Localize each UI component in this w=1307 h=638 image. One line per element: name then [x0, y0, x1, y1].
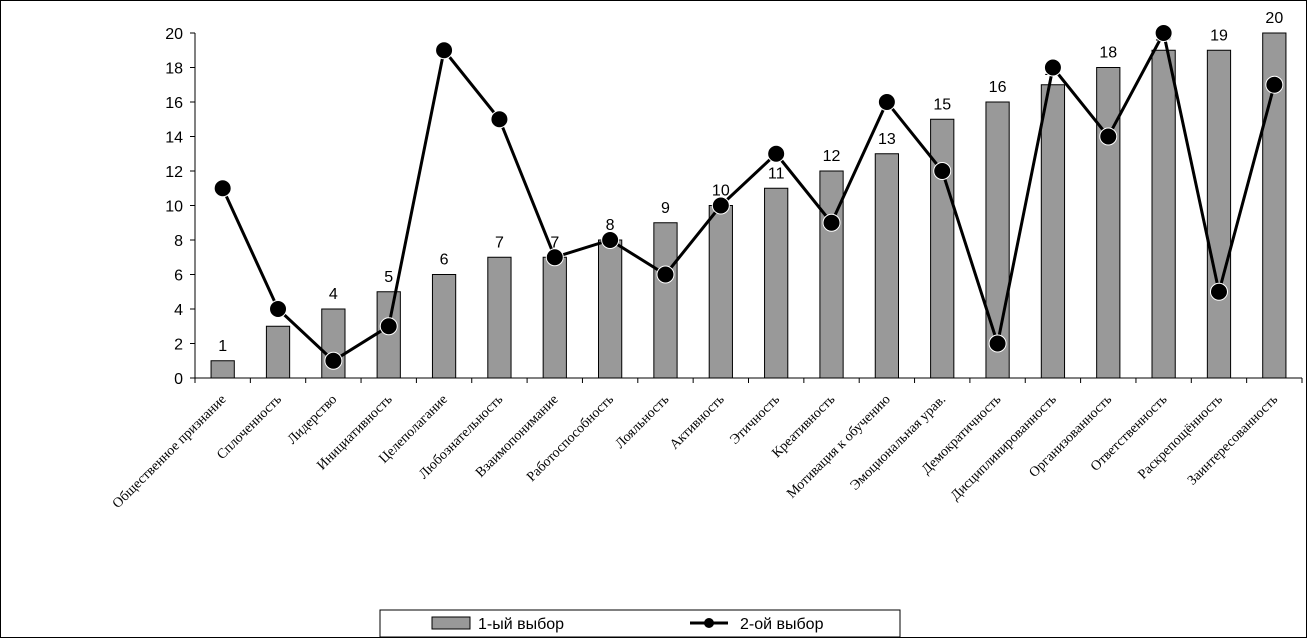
marker	[1154, 24, 1173, 42]
marker	[379, 317, 398, 336]
y-tick-label: 0	[174, 371, 183, 388]
data-label: 5	[384, 269, 393, 286]
y-tick-label: 10	[165, 199, 183, 216]
y-tick-label: 20	[165, 26, 183, 43]
data-label: 15	[933, 96, 951, 113]
bar	[265, 325, 291, 379]
bar	[431, 274, 457, 379]
legend-label: 1-ый выбор	[478, 616, 564, 633]
bar	[930, 118, 955, 379]
data-label: 8	[606, 217, 615, 234]
marker	[213, 179, 232, 198]
data-label: 20	[1265, 10, 1283, 27]
y-tick-label: 18	[165, 61, 183, 78]
marker	[1099, 127, 1118, 146]
data-label: 4	[329, 286, 338, 303]
data-label: 19	[1210, 27, 1228, 44]
bar	[874, 153, 899, 379]
legend-marker	[704, 618, 714, 628]
marker	[545, 248, 564, 267]
data-label: 12	[823, 148, 841, 165]
marker	[1043, 58, 1062, 77]
y-tick-label: 4	[174, 302, 183, 319]
marker	[656, 265, 675, 284]
bar	[1206, 49, 1232, 379]
marker	[601, 231, 620, 249]
marker	[1209, 282, 1228, 301]
data-label: 13	[878, 131, 896, 148]
bar	[1096, 67, 1121, 379]
legend-swatch	[431, 616, 471, 630]
data-label: 10	[712, 183, 730, 200]
data-label: 16	[989, 79, 1007, 96]
legend: 1-ый выбор 2-ой выбор	[379, 609, 901, 638]
bar	[210, 360, 235, 379]
y-tick-label: 2	[174, 337, 183, 354]
marker	[988, 334, 1007, 353]
marker	[490, 110, 509, 129]
marker	[1265, 75, 1284, 94]
bar	[1040, 84, 1066, 379]
data-label: 7	[495, 234, 504, 251]
y-tick-label: 12	[165, 164, 183, 181]
bar	[542, 256, 567, 379]
marker	[711, 196, 730, 215]
marker	[767, 144, 786, 163]
marker	[933, 162, 952, 180]
data-label: 6	[440, 252, 449, 269]
data-label: 1	[218, 338, 227, 355]
bar	[487, 256, 512, 379]
legend-label: 2-ой выбор	[740, 616, 824, 633]
line	[221, 28, 1276, 363]
y-tick-label: 6	[174, 268, 183, 285]
bar	[764, 187, 789, 379]
data-label: 11	[768, 165, 785, 182]
marker	[269, 300, 288, 318]
y-tick-label: 8	[174, 233, 183, 250]
data-label: 18	[1099, 45, 1117, 62]
data-label: 7	[550, 234, 559, 251]
y-tick-label: 14	[165, 130, 183, 147]
marker	[324, 351, 343, 370]
data-label: 9	[661, 200, 670, 217]
bar	[653, 222, 678, 379]
bar	[1262, 32, 1287, 379]
marker	[822, 213, 841, 232]
bar	[1151, 49, 1176, 379]
y-tick-label: 16	[165, 95, 183, 112]
bar	[708, 205, 733, 379]
bar	[598, 239, 623, 379]
marker	[877, 93, 896, 111]
marker	[435, 41, 454, 60]
